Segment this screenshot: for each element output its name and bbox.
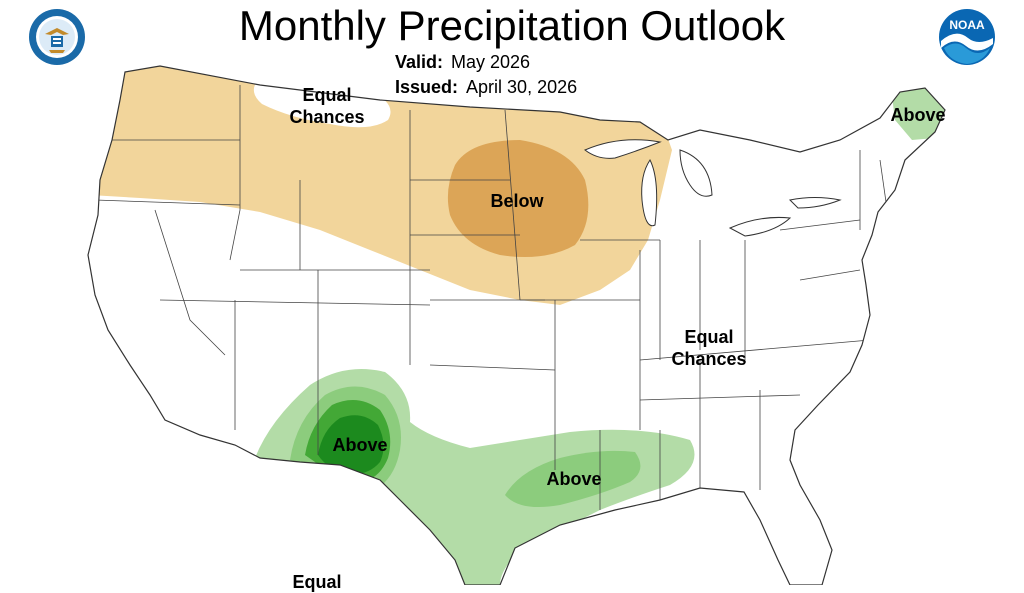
valid-value: May 2026 (451, 52, 531, 72)
commerce-seal-icon (29, 9, 85, 65)
label-ne-above: Above (890, 105, 946, 125)
above-darkest-sw (318, 415, 384, 475)
issued-line: Issued: April 30, 2026 (395, 77, 577, 98)
below-mid-region (447, 140, 589, 258)
noaa-logo-icon: NOAA (939, 9, 995, 65)
great-lakes (584, 139, 842, 237)
issued-value: April 30, 2026 (466, 77, 578, 97)
label-sw-above: Above (332, 435, 388, 455)
valid-line: Valid: May 2026 (395, 52, 530, 73)
state-boundaries (94, 85, 891, 510)
label-bottom-equal: Equal (292, 572, 342, 592)
issued-label: Issued: (395, 77, 459, 97)
label-east-equal-chances: Equal Chances (671, 327, 747, 369)
label-gulf-above: Above (546, 469, 602, 489)
valid-label: Valid: (395, 52, 444, 72)
label-nw-equal-chances: Equal Chances (289, 85, 365, 127)
label-below: Below (490, 191, 544, 211)
svg-text:NOAA: NOAA (949, 18, 985, 32)
page-title: Monthly Precipitation Outlook (238, 2, 786, 49)
above-mid-gulf (505, 450, 641, 508)
